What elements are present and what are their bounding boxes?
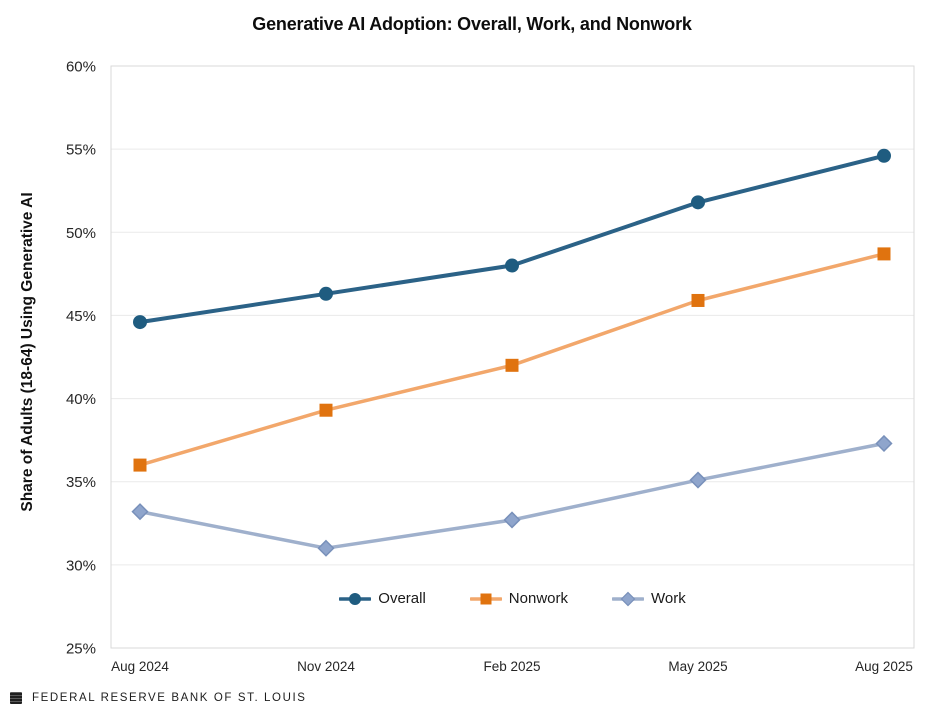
legend-marker-work xyxy=(620,591,636,606)
marker-nonwork xyxy=(691,293,705,307)
marker-nonwork xyxy=(133,458,147,472)
footer: FEDERAL RESERVE BANK OF ST. LOUIS xyxy=(10,692,307,704)
legend-label-overall: Overall xyxy=(378,590,426,607)
marker-nonwork xyxy=(319,403,333,417)
marker-work xyxy=(503,511,521,529)
marker-work xyxy=(689,471,707,489)
y-tick-label: 55% xyxy=(66,142,96,159)
legend-item-work: Work xyxy=(611,590,686,607)
marker-overall xyxy=(505,258,519,273)
marker-nonwork xyxy=(505,358,519,372)
x-tick-label: May 2025 xyxy=(668,659,727,674)
chart-title: Generative AI Adoption: Overall, Work, a… xyxy=(252,14,692,34)
y-tick-label: 50% xyxy=(66,225,96,242)
x-tick-label: Nov 2024 xyxy=(297,659,355,674)
marker-overall xyxy=(133,315,147,330)
legend-marker-overall xyxy=(349,592,362,605)
marker-nonwork xyxy=(877,247,891,261)
y-tick-label: 45% xyxy=(66,308,96,325)
legend-square-icon xyxy=(469,593,502,604)
data-series xyxy=(131,148,893,557)
marker-work xyxy=(317,539,335,557)
legend-label-nonwork: Nonwork xyxy=(508,590,568,607)
stlouisfed-logo-icon xyxy=(10,692,22,704)
y-axis-tick-labels: 60% 55% 50% 45% 40% 35% 30% 25% xyxy=(66,59,96,658)
x-tick-label: Aug 2024 xyxy=(111,659,169,674)
y-tick-label: 40% xyxy=(66,391,96,408)
footer-org-name: FEDERAL RESERVE BANK OF ST. LOUIS xyxy=(32,692,307,704)
series-line-overall xyxy=(138,153,886,325)
chart-legend: Overall Nonwork Work xyxy=(111,590,914,607)
y-tick-label: 35% xyxy=(66,474,96,491)
plot-area-border xyxy=(110,65,915,649)
legend-circle-icon xyxy=(339,592,372,605)
gridlines xyxy=(111,148,914,566)
legend-marker-nonwork xyxy=(480,593,492,604)
series-line-work xyxy=(138,441,886,550)
marker-work xyxy=(131,503,149,521)
legend-diamond-icon xyxy=(611,591,644,606)
marker-overall xyxy=(877,148,891,163)
marker-work xyxy=(875,434,893,453)
x-tick-label: Feb 2025 xyxy=(483,659,540,674)
marker-overall xyxy=(691,195,705,210)
y-tick-label: 30% xyxy=(66,557,96,574)
legend-item-nonwork: Nonwork xyxy=(469,590,568,607)
y-tick-label: 25% xyxy=(66,641,96,658)
x-axis-tick-labels: Aug 2024 Nov 2024 Feb 2025 May 2025 Aug 2025 xyxy=(111,659,913,674)
legend-item-overall: Overall xyxy=(339,590,426,607)
y-tick-label: 60% xyxy=(66,59,96,76)
legend-label-work: Work xyxy=(650,590,686,607)
marker-overall xyxy=(319,286,333,301)
x-tick-label: Aug 2025 xyxy=(855,659,913,674)
